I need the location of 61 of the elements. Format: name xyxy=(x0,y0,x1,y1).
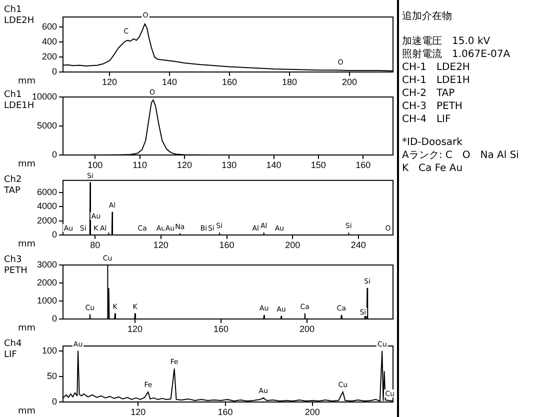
chart-title: Ch2 TAP xyxy=(3,174,22,196)
text: 追加介在物 xyxy=(402,10,453,23)
x-tick-label: 80 xyxy=(90,240,100,250)
x-axis-title: mm xyxy=(18,323,36,334)
x-tick-label: 200 xyxy=(299,324,315,334)
x-tick-label: 200 xyxy=(285,240,300,250)
x-tick-label: 120 xyxy=(176,160,192,170)
text: Aランク: C O Na Al Si xyxy=(402,149,520,162)
y-tick-label: 10000 xyxy=(32,91,57,102)
y-tick-label: 1000 xyxy=(36,295,57,306)
x-tick-label: 140 xyxy=(162,76,178,87)
y-tick-label: 4000 xyxy=(36,201,57,212)
x-tick-label: 160 xyxy=(222,76,238,87)
x-tick-label: 120 xyxy=(130,406,146,417)
chart-title: Ch4 LIF xyxy=(4,338,22,360)
y-tick-label: 0 xyxy=(52,396,57,406)
y-tick-label: 50 xyxy=(46,371,57,382)
y-tick-label: 0 xyxy=(52,313,57,324)
text: CH-4 LIF xyxy=(402,113,452,126)
x-tick-label: 120 xyxy=(102,76,118,87)
text: K Ca Fe Au xyxy=(402,162,464,175)
x-tick-label: 160 xyxy=(356,160,371,170)
y-tick-label: 2000 xyxy=(36,215,57,226)
y-tick-label: 200 xyxy=(42,51,57,62)
x-tick-label: 200 xyxy=(342,76,358,87)
x-tick-label: 160 xyxy=(213,324,229,334)
y-tick-label: 5000 xyxy=(36,120,57,130)
x-axis-title: mm xyxy=(18,159,36,170)
y-tick-label: 2000 xyxy=(36,277,57,288)
y-tick-label: 400 xyxy=(42,36,57,46)
x-tick-label: 100 xyxy=(88,160,103,170)
x-tick-label: 140 xyxy=(266,160,282,170)
text: CH-3 PETH xyxy=(402,100,464,113)
x-tick-label: 120 xyxy=(153,240,168,250)
x-tick-label: 120 xyxy=(128,324,143,334)
x-tick-label: 150 xyxy=(310,160,326,170)
x-tick-label: 160 xyxy=(218,406,233,417)
text: 加速電圧 15.0 kV xyxy=(402,35,492,48)
x-axis-title: mm xyxy=(18,76,36,86)
x-axis-title: mm xyxy=(18,239,36,250)
text: CH-1 LDE2H xyxy=(402,61,471,74)
text: CH-2 TAP xyxy=(402,87,456,100)
text: *ID-Doosark xyxy=(402,136,464,149)
y-tick-label: 100 xyxy=(42,346,57,356)
y-tick-label: 0 xyxy=(52,229,57,240)
x-tick-label: 180 xyxy=(282,76,298,87)
x-tick-label: 160 xyxy=(219,240,234,250)
y-tick-label: 0 xyxy=(52,149,57,160)
text: CH-1 LDE1H xyxy=(402,74,471,87)
x-tick-label: 200 xyxy=(304,406,320,417)
y-tick-label: 6000 xyxy=(36,186,57,197)
x-tick-label: 130 xyxy=(222,160,237,170)
x-tick-label: 110 xyxy=(132,160,147,170)
text: 照射電流 1.067E-07A xyxy=(402,48,512,61)
y-tick-label: 600 xyxy=(42,21,57,32)
x-axis-title: mm xyxy=(18,406,36,416)
chart-title: Ch3 PETH xyxy=(4,254,28,276)
y-tick-label: 0 xyxy=(52,66,57,76)
x-tick-label: 240 xyxy=(350,240,366,250)
y-tick-label: 3000 xyxy=(36,259,57,270)
chart-title: Ch1 LDE2H xyxy=(4,4,34,26)
